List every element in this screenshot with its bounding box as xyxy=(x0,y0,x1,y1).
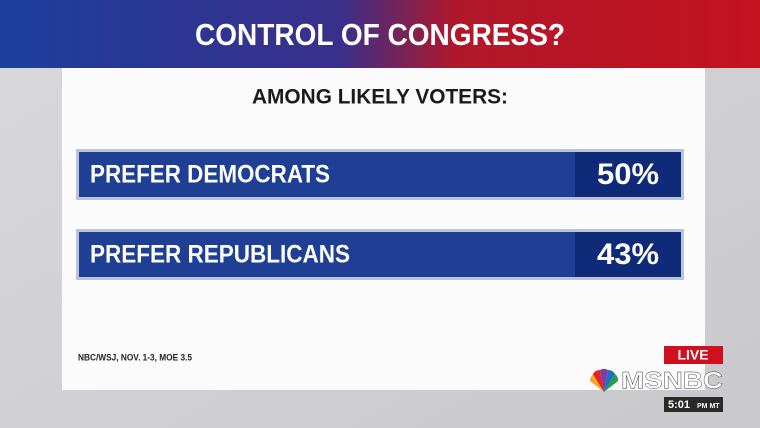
row-bar xyxy=(79,152,575,197)
network-logo: MSNBC xyxy=(621,367,723,394)
peacock-logo xyxy=(589,368,619,392)
row-label: PREFER REPUBLICANS xyxy=(90,241,350,269)
subtitle: AMONG LIKELY VOTERS: xyxy=(252,86,508,109)
value-box xyxy=(575,152,681,197)
clock-zone: PM MT xyxy=(697,403,720,410)
live-label: LIVE xyxy=(677,347,708,363)
source-note: NBC/WSJ, NOV. 1-3, MOE 3.5 xyxy=(78,352,192,362)
row-value: 43% xyxy=(597,238,659,271)
clock-time: 5:01 xyxy=(668,399,690,411)
row: PREFER DEMOCRATS 50% xyxy=(76,149,684,200)
title: CONTROL OF CONGRESS? xyxy=(195,17,565,52)
row-label: PREFER DEMOCRATS xyxy=(90,161,330,189)
title-banner xyxy=(0,0,760,68)
live-badge xyxy=(664,346,723,364)
row-bar xyxy=(79,232,575,277)
time-box xyxy=(664,397,723,412)
row: PREFER REPUBLICANS 43% xyxy=(76,229,684,280)
row-value: 50% xyxy=(597,158,659,191)
value-box xyxy=(575,232,681,277)
